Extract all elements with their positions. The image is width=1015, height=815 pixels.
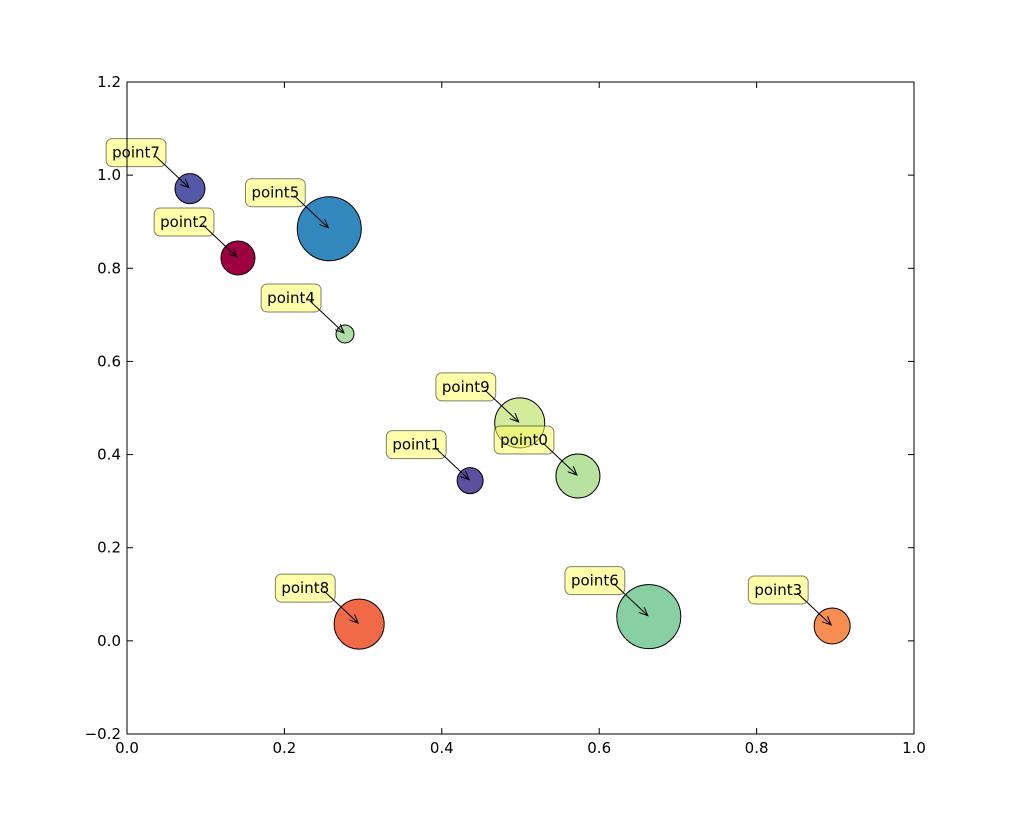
annotation-label: point2 bbox=[160, 213, 208, 231]
annotation-box bbox=[564, 566, 626, 596]
annotation-label: point8 bbox=[281, 579, 329, 597]
y-tick-label: −0.2 bbox=[85, 725, 121, 743]
y-tick-label: 0.0 bbox=[97, 632, 121, 650]
x-tick-label: 0.8 bbox=[745, 739, 769, 757]
annotation-arrow bbox=[293, 195, 328, 228]
y-tick-label: 0.8 bbox=[97, 259, 121, 277]
annotation-box bbox=[435, 372, 497, 402]
annotation-label: point6 bbox=[571, 572, 619, 590]
data-point-point5 bbox=[296, 196, 362, 262]
annotation-point3: point3 bbox=[747, 575, 831, 625]
y-tick-label: 0.2 bbox=[97, 539, 121, 557]
annotation-box bbox=[385, 430, 447, 460]
annotation-box bbox=[747, 575, 809, 605]
y-tick-label: 1.0 bbox=[97, 166, 121, 184]
annotation-label: point3 bbox=[754, 581, 802, 599]
annotation-point6: point6 bbox=[564, 566, 648, 616]
data-point-point0 bbox=[555, 453, 601, 499]
annotation-point4: point4 bbox=[260, 283, 344, 333]
annotation-box bbox=[244, 178, 306, 208]
annotation-box bbox=[274, 573, 336, 603]
y-tick-label: 0.6 bbox=[97, 352, 121, 370]
annotation-label: point4 bbox=[267, 289, 315, 307]
annotation-box bbox=[105, 138, 167, 168]
data-point-point6 bbox=[616, 584, 682, 650]
x-tick-label: 0.4 bbox=[430, 739, 454, 757]
y-tick-label: 1.2 bbox=[97, 73, 121, 91]
annotation-box bbox=[153, 207, 215, 237]
annotation-label: point0 bbox=[500, 431, 548, 449]
annotation-point1: point1 bbox=[385, 430, 469, 480]
annotation-label: point7 bbox=[112, 144, 160, 162]
annotation-label: point5 bbox=[251, 184, 299, 202]
annotation-label: point1 bbox=[392, 436, 440, 454]
axis-ticks: 0.0 0.2 0.4 0.6 0.8 1.0−0.20.00.20.40.60.81.0… bbox=[85, 73, 926, 757]
annotation-point7: point7 bbox=[105, 138, 189, 188]
annotation-arrow bbox=[323, 590, 358, 623]
annotation-label: point9 bbox=[442, 378, 490, 396]
annotation-point0: point0 bbox=[493, 425, 577, 475]
annotation-arrow bbox=[613, 583, 648, 616]
annotation-arrow bbox=[796, 592, 831, 625]
annotation-arrow bbox=[484, 389, 519, 422]
data-point-point8 bbox=[333, 598, 385, 650]
x-tick-label: 1.0 bbox=[902, 739, 926, 757]
plot-frame bbox=[126, 81, 915, 735]
x-tick-label: 0.2 bbox=[272, 739, 296, 757]
x-tick-label: 0.6 bbox=[587, 739, 611, 757]
annotation-point5: point5 bbox=[244, 178, 328, 228]
annotation-point8: point8 bbox=[274, 573, 358, 623]
annotation-arrow bbox=[309, 300, 344, 333]
annotation-arrow bbox=[542, 442, 577, 475]
annotation-arrow bbox=[434, 447, 469, 480]
annotations: point0 point1 point2 point3 point4 point5 poin… bbox=[105, 138, 831, 625]
x-tick-label: 0.0 bbox=[115, 739, 139, 757]
annotation-arrow bbox=[154, 155, 189, 188]
annotation-arrow bbox=[202, 224, 237, 257]
y-tick-label: 0.4 bbox=[97, 446, 121, 464]
annotation-point9: point9 bbox=[435, 372, 519, 422]
annotation-box bbox=[493, 425, 555, 455]
annotation-box bbox=[260, 283, 322, 313]
annotation-point2: point2 bbox=[153, 207, 237, 257]
